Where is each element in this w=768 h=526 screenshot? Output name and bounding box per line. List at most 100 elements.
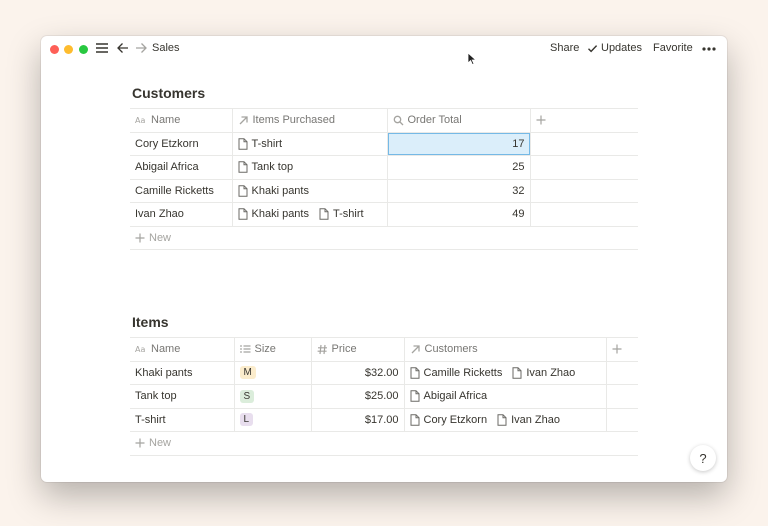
add-column-button[interactable]: [530, 108, 638, 133]
plus-icon: [135, 438, 145, 448]
size-tag: L: [239, 413, 254, 427]
page-link[interactable]: Camille Ricketts: [410, 366, 502, 379]
breadcrumb[interactable]: Sales: [152, 42, 180, 54]
size-cell[interactable]: M: [234, 361, 312, 385]
column-header-name-label: Name: [151, 343, 181, 356]
new-row[interactable]: New: [130, 431, 638, 456]
items-purchased-cell[interactable]: T-shirt: [232, 132, 388, 156]
page-link[interactable]: Ivan Zhao: [497, 414, 560, 426]
table-row[interactable]: Khaki pants M $32.00 Camille Ricketts Ivan Z…: [130, 361, 638, 385]
page-icon: [512, 366, 522, 379]
empty-cell[interactable]: [606, 361, 638, 385]
new-row-button[interactable]: New: [135, 232, 633, 244]
page-link[interactable]: T-shirt: [238, 137, 283, 150]
page-link[interactable]: Khaki pants: [238, 208, 309, 220]
page-link[interactable]: Khaki pants: [238, 185, 309, 197]
close-window-button[interactable]: [50, 45, 59, 54]
customers-title: Customers: [132, 85, 206, 101]
page-icon: [238, 208, 247, 221]
empty-cell[interactable]: [606, 408, 638, 432]
items-purchased-cell[interactable]: Tank top: [232, 155, 388, 180]
order-total-cell[interactable]: 17: [387, 132, 531, 156]
page-link-label: T-shirt: [251, 137, 283, 150]
customers-cell[interactable]: Camille Ricketts Ivan Zhao: [404, 361, 607, 385]
table-row[interactable]: Camille Ricketts Khaki pants 32: [130, 179, 638, 203]
minimize-window-button[interactable]: [64, 45, 73, 54]
price-cell[interactable]: $25.00: [311, 384, 405, 409]
add-column-button[interactable]: [606, 337, 638, 362]
size-cell[interactable]: L: [234, 408, 312, 432]
empty-cell[interactable]: [606, 384, 638, 409]
page-icon: [319, 208, 329, 221]
page-link-label: T-shirt: [332, 208, 364, 221]
order-total-cell[interactable]: 25: [387, 155, 531, 180]
page-link[interactable]: Abigail Africa: [410, 390, 488, 403]
order-total-cell[interactable]: 49: [387, 202, 531, 227]
help-button[interactable]: ?: [690, 445, 716, 471]
empty-cell[interactable]: [530, 155, 638, 180]
customer-name-cell[interactable]: Camille Ricketts: [130, 179, 233, 203]
page-link[interactable]: T-shirt: [319, 208, 364, 220]
text-property-icon: Aa: [135, 116, 145, 125]
page-link[interactable]: Ivan Zhao: [512, 367, 575, 379]
menu-icon[interactable]: [95, 41, 109, 60]
empty-cell[interactable]: [530, 202, 638, 227]
item-name-cell[interactable]: Khaki pants: [130, 361, 235, 385]
price-cell[interactable]: $17.00: [311, 408, 405, 432]
new-row-button[interactable]: New: [135, 437, 633, 449]
page-link[interactable]: Tank top: [238, 161, 294, 174]
titlebar: Sales Share Updates Favorite: [41, 36, 727, 62]
maximize-window-button[interactable]: [79, 45, 88, 54]
number-hash-icon: [317, 344, 327, 354]
page-icon: [410, 413, 419, 426]
page-icon: [238, 137, 247, 150]
favorite-button[interactable]: Favorite: [653, 42, 693, 54]
column-header-items-purchased[interactable]: Items Purchased: [232, 108, 388, 133]
item-name-cell[interactable]: T-shirt: [130, 408, 235, 432]
customers-header-row: Aa Name Items Purchased Order Total: [130, 108, 638, 133]
page-link-label: Tank top: [251, 161, 294, 174]
empty-cell[interactable]: [530, 179, 638, 203]
table-row[interactable]: Ivan Zhao Khaki pants T-shirt 49: [130, 202, 638, 227]
column-header-size[interactable]: Size: [234, 337, 312, 362]
order-total-cell[interactable]: 32: [387, 179, 531, 203]
page-icon: [238, 161, 247, 174]
price-cell[interactable]: $32.00: [311, 361, 405, 385]
customer-name-cell[interactable]: Cory Etzkorn: [130, 132, 233, 156]
more-options-icon[interactable]: [701, 41, 717, 58]
empty-cell[interactable]: [530, 132, 638, 156]
updates-button[interactable]: Updates: [587, 42, 642, 54]
table-row[interactable]: Cory Etzkorn T-shirt 17: [130, 132, 638, 156]
share-button[interactable]: Share: [550, 42, 580, 54]
svg-text:Aa: Aa: [135, 116, 145, 125]
page-link-label: Abigail Africa: [423, 390, 488, 403]
column-header-price[interactable]: Price: [311, 337, 405, 362]
customer-name-cell[interactable]: Ivan Zhao: [130, 202, 233, 227]
column-header-name[interactable]: Aa Name: [130, 108, 233, 133]
item-name-cell[interactable]: Tank top: [130, 384, 235, 409]
table-row[interactable]: Abigail Africa Tank top 25: [130, 155, 638, 180]
new-row-label: New: [149, 231, 172, 244]
back-arrow-icon[interactable]: [116, 41, 130, 60]
page-icon: [410, 366, 419, 379]
relation-arrow-icon: [239, 116, 248, 125]
column-header-customers[interactable]: Customers: [404, 337, 607, 362]
customers-cell[interactable]: Abigail Africa: [404, 384, 607, 409]
text-property-icon: Aa: [135, 345, 145, 354]
customers-cell[interactable]: Cory Etzkorn Ivan Zhao: [404, 408, 607, 432]
column-header-name[interactable]: Aa Name: [130, 337, 235, 362]
forward-arrow-icon[interactable]: [134, 41, 148, 60]
table-row[interactable]: Tank top S $25.00 Abigail Africa: [130, 384, 638, 409]
relation-arrow-icon: [411, 345, 420, 354]
items-purchased-cell[interactable]: Khaki pants T-shirt: [232, 202, 388, 227]
customer-name-cell[interactable]: Abigail Africa: [130, 155, 233, 180]
items-purchased-cell[interactable]: Khaki pants: [232, 179, 388, 203]
mouse-cursor-icon: [467, 52, 477, 71]
page-link[interactable]: Cory Etzkorn: [410, 413, 488, 426]
column-header-order-total[interactable]: Order Total: [387, 108, 531, 133]
page-link-label: Cory Etzkorn: [423, 413, 488, 426]
page-icon: [410, 390, 419, 403]
new-row[interactable]: New: [130, 226, 638, 250]
table-row[interactable]: T-shirt L $17.00 Cory Etzkorn Ivan Zhao: [130, 408, 638, 432]
size-cell[interactable]: S: [234, 384, 312, 409]
